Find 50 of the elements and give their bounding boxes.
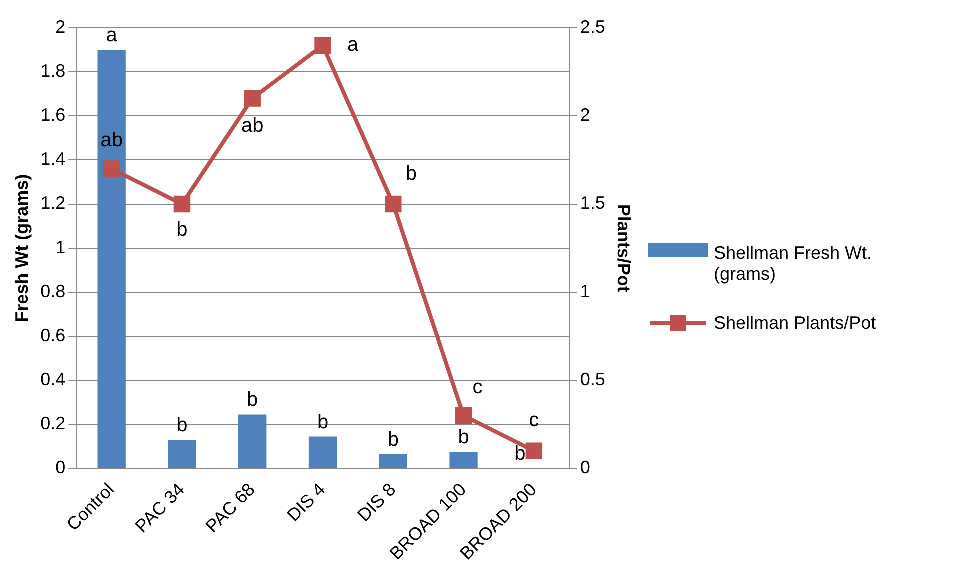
data-label: b — [406, 162, 417, 185]
y-tick-label: 1.4 — [40, 149, 66, 170]
data-label: c — [472, 376, 483, 398]
point — [385, 196, 402, 213]
data-label: ab — [100, 130, 123, 152]
y-tick-label: 0.8 — [40, 281, 66, 302]
y-tick-label: 2 — [56, 16, 66, 37]
data-label: b — [317, 411, 329, 434]
x-tick-label: DIS 8 — [354, 480, 400, 526]
x-tick-label: DIS 4 — [283, 480, 330, 526]
data-label: b — [514, 443, 526, 466]
y-tick-label: 0 — [56, 458, 66, 478]
y2-axis-title: Plants/Pot — [614, 204, 634, 292]
data-label: b — [388, 428, 399, 451]
data-label: a — [347, 34, 360, 56]
y-tick-label: 0.4 — [40, 370, 66, 390]
data-label: b — [176, 414, 188, 437]
y-tick-label: 0.6 — [40, 325, 66, 346]
bar — [450, 452, 478, 468]
point — [244, 90, 261, 107]
y2-tick-label: 1.5 — [580, 193, 606, 214]
bar — [238, 414, 267, 468]
y-axis-title: Fresh Wt (grams) — [12, 174, 32, 322]
bar — [308, 436, 338, 468]
point — [103, 160, 120, 178]
point — [314, 37, 332, 54]
y-tick-label: 1.8 — [40, 61, 66, 82]
y-tick-label: 1.2 — [40, 193, 66, 214]
y2-tick-label: 1 — [580, 281, 590, 302]
y-tick-label: 1.6 — [40, 105, 66, 126]
data-label: a — [106, 24, 118, 47]
data-label: c — [529, 410, 540, 432]
bar — [98, 50, 126, 468]
y-tick-label: 1 — [56, 237, 66, 258]
legend-label: Shellman Fresh Wt. (grams) — [714, 242, 874, 284]
point — [455, 407, 472, 424]
bar — [379, 454, 408, 468]
data-label: ab — [241, 115, 264, 138]
data-label: b — [247, 389, 258, 412]
y-tick-label: 0.2 — [40, 414, 66, 434]
point — [174, 196, 191, 213]
y2-tick-label: 0 — [580, 458, 590, 478]
data-label: b — [176, 218, 188, 241]
y2-tick-label: 2.5 — [580, 16, 606, 37]
point — [526, 442, 543, 460]
bar — [168, 440, 196, 468]
data-label: b — [458, 426, 470, 449]
y2-tick-label: 2 — [580, 105, 590, 126]
legend-label: Shellman Plants/Pot — [714, 312, 876, 334]
y2-tick-label: 0.5 — [580, 370, 606, 390]
